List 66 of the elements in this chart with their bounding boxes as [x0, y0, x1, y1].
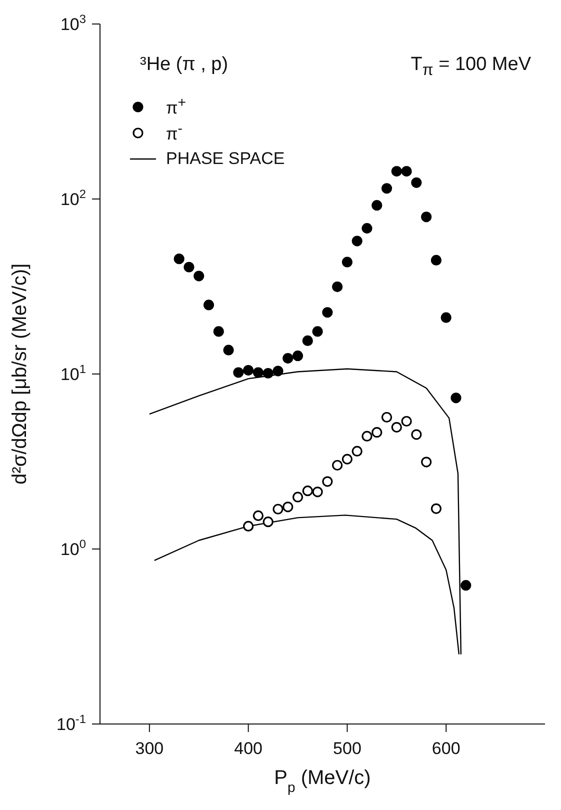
point	[342, 256, 353, 268]
x-tick-label: 600	[432, 739, 460, 758]
point	[272, 366, 284, 376]
point	[262, 516, 274, 528]
point	[213, 326, 224, 337]
x-tick-label: 300	[135, 739, 164, 758]
point	[332, 460, 343, 471]
point	[262, 368, 274, 379]
point	[411, 429, 422, 440]
point	[381, 183, 392, 194]
point	[352, 446, 362, 457]
legend-label: PHASE SPACE	[166, 149, 285, 169]
point	[401, 416, 412, 427]
point	[391, 166, 402, 177]
point	[372, 200, 382, 211]
legend-label: π$^{-}$	[166, 121, 182, 145]
point	[302, 335, 313, 346]
point	[292, 350, 304, 362]
point	[243, 520, 254, 532]
x-axis-title: P$_{p}$ (MeV/c)	[274, 767, 371, 795]
point	[292, 492, 304, 502]
point	[362, 223, 372, 234]
point	[252, 367, 264, 378]
point	[243, 364, 254, 376]
point	[282, 502, 294, 512]
point	[352, 236, 362, 246]
point	[391, 422, 402, 433]
y-tick-label: 10$^{1}$	[60, 362, 86, 384]
point	[233, 367, 244, 378]
point	[302, 486, 313, 496]
x-tick-label: 500	[333, 739, 362, 758]
point	[174, 254, 184, 264]
annotation: T$_{π}$ = 100 MeV	[410, 54, 531, 80]
x-tick-label: 400	[234, 739, 263, 758]
y-tick-label: 10$^{0}$	[60, 537, 86, 559]
point	[342, 454, 353, 464]
point	[194, 270, 204, 282]
point	[411, 177, 422, 188]
point	[223, 344, 234, 356]
point	[430, 254, 442, 266]
point	[184, 262, 194, 272]
point	[450, 392, 462, 404]
point	[421, 456, 432, 468]
point	[282, 352, 294, 364]
point	[252, 510, 264, 521]
point	[312, 326, 323, 337]
point	[401, 166, 412, 177]
y-tick-label: 10$^{2}$	[60, 187, 86, 209]
y-axis-title: d²σ/dΩdp [μb/sr (MeV/c)]	[9, 263, 31, 485]
point	[312, 486, 323, 498]
y-tick-label: 10$^{-1}$	[56, 712, 86, 734]
legend-label: π$^{+}$	[166, 95, 186, 119]
point	[203, 300, 214, 310]
point	[430, 503, 442, 514]
annotation: ³He (π , p)	[140, 54, 228, 76]
point	[272, 504, 284, 514]
y-tick-label: 10$^{3}$	[60, 12, 86, 34]
point	[332, 281, 343, 292]
point	[362, 430, 372, 442]
point	[322, 476, 333, 487]
point	[381, 412, 392, 423]
point	[322, 307, 333, 318]
point	[372, 427, 382, 438]
point	[460, 580, 472, 591]
point	[421, 212, 432, 222]
point	[440, 312, 452, 323]
